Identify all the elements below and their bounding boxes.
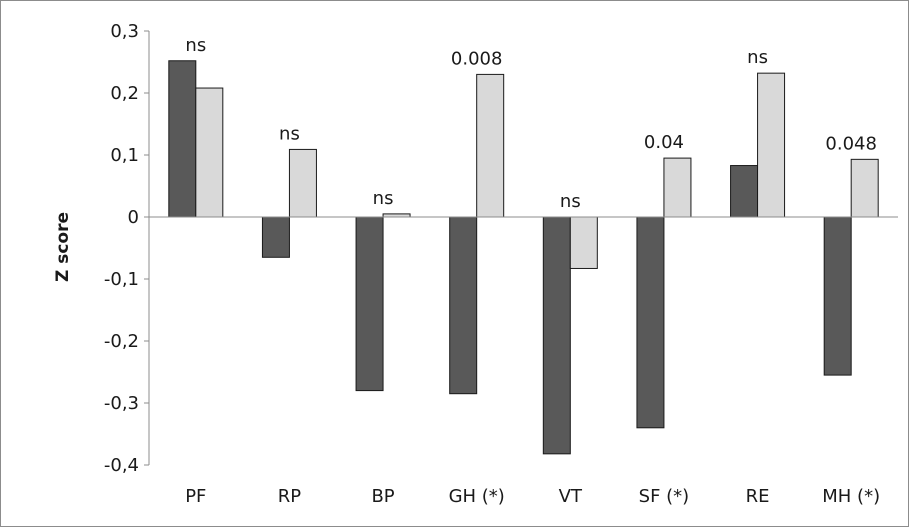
y-tick-label: -0,2 xyxy=(104,331,139,352)
bar-light-3 xyxy=(476,73,505,218)
category-label: VT xyxy=(559,486,583,507)
category-label: SF (*) xyxy=(639,486,690,507)
bar-light-1 xyxy=(288,148,317,218)
y-tick-label: -0,3 xyxy=(104,393,139,414)
category-label: RE xyxy=(746,486,770,507)
category-label: RP xyxy=(278,486,302,507)
y-axis-ticks: 0,3 0,2 0,1 0 -0,1 -0,2 -0,3 -0,4 xyxy=(104,21,149,476)
y-axis-label: Z score xyxy=(53,212,73,282)
category-label: GH (*) xyxy=(449,486,505,507)
significance-label: ns xyxy=(747,47,768,68)
category-label: BP xyxy=(371,486,394,507)
y-tick-label: -0,1 xyxy=(104,269,139,290)
bar-dark-6 xyxy=(730,165,759,218)
category-label: PF xyxy=(185,486,206,507)
significance-label: 0.008 xyxy=(451,48,503,69)
y-tick-label: 0,2 xyxy=(110,83,139,104)
category-label: MH (*) xyxy=(822,486,880,507)
bar-dark-2 xyxy=(355,216,384,392)
bar-dark-1 xyxy=(261,216,290,258)
bar-dark-3 xyxy=(449,216,478,395)
y-tick-label: 0 xyxy=(128,207,139,228)
y-tick-label: 0,1 xyxy=(110,145,139,166)
y-tick-label: -0,4 xyxy=(104,455,139,476)
bar-light-6 xyxy=(757,72,786,218)
category-labels: PF RP BP GH (*) VT SF (*) RE MH (*) xyxy=(185,486,880,507)
significance-label: 0.04 xyxy=(644,132,684,153)
y-tick-label: 0,3 xyxy=(110,21,139,42)
bar-light-5 xyxy=(663,157,692,218)
bar-light-4 xyxy=(569,216,598,269)
bar-dark-0 xyxy=(168,60,197,218)
bar-dark-4 xyxy=(542,216,571,455)
axes xyxy=(148,31,898,465)
bar-dark-5 xyxy=(636,216,665,429)
bar-dark-7 xyxy=(823,216,852,376)
significance-label: 0.048 xyxy=(825,133,877,154)
significance-annotations: ns ns ns 0.008 ns 0.04 ns 0.048 xyxy=(185,35,877,212)
bar-light-0 xyxy=(195,87,224,218)
significance-label: ns xyxy=(560,191,581,212)
bar-light-7 xyxy=(850,158,879,218)
significance-label: ns xyxy=(373,188,394,209)
significance-label: ns xyxy=(185,35,206,56)
bars xyxy=(168,60,879,455)
significance-label: ns xyxy=(279,123,300,144)
